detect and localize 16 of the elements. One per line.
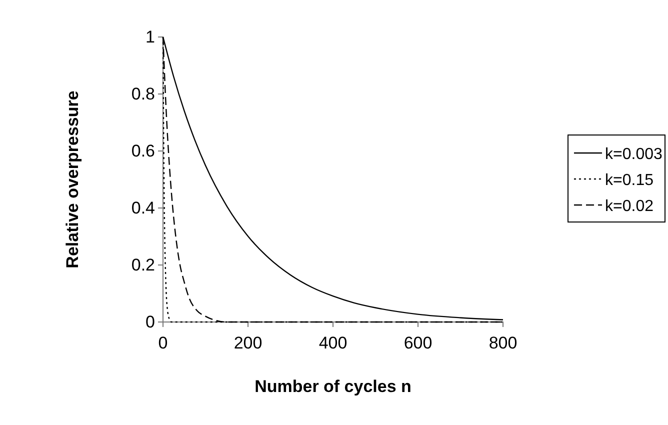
y-tick-label: 0.8 [131,84,155,104]
y-tick-label: 0.6 [131,141,155,160]
y-tick-label: 0.4 [131,198,155,218]
x-tick-label: 400 [318,334,348,353]
x-tick-label: 600 [404,334,432,353]
y-tick-label: 1 [146,27,155,46]
y-tick-label: 0.2 [131,255,155,274]
x-axis-title: Number of cycles n [254,377,412,396]
x-tick-label: 0 [158,334,168,353]
x-tick-label: 800 [488,334,518,353]
legend-label: k=0.02 [605,198,654,215]
legend-label: k=0.003 [605,146,662,163]
legend-label: k=0.15 [605,172,654,189]
y-axis-title: Relative overpressure [63,90,82,268]
x-tick-label: 200 [234,334,262,353]
y-tick-label: 0 [146,312,155,332]
